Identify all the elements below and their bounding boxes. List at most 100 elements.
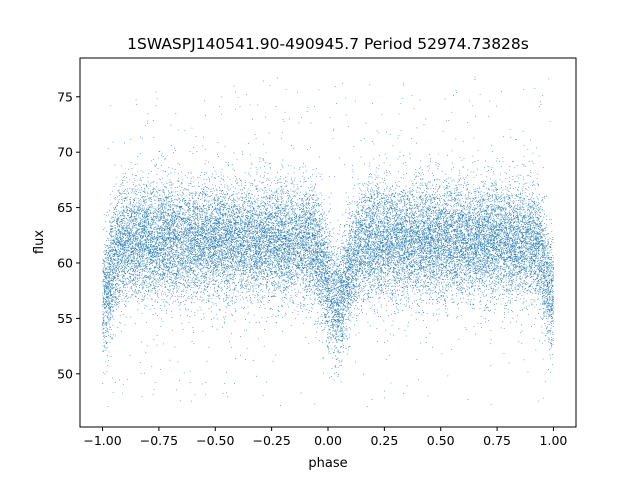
data-point <box>426 185 428 186</box>
data-point <box>280 192 282 194</box>
data-point <box>284 268 286 270</box>
data-point <box>337 287 339 289</box>
data-point <box>426 313 428 314</box>
data-point <box>473 260 475 262</box>
data-point <box>128 168 130 170</box>
data-point <box>523 198 525 200</box>
data-point <box>174 263 175 265</box>
data-point <box>311 260 313 262</box>
data-point <box>246 94 248 96</box>
data-point <box>517 209 518 210</box>
data-point <box>207 240 209 242</box>
data-point <box>506 247 508 249</box>
data-point <box>474 272 476 274</box>
data-point <box>223 213 225 215</box>
data-point <box>330 305 332 307</box>
data-point <box>393 215 394 217</box>
data-point <box>262 219 264 221</box>
data-point <box>237 251 239 252</box>
data-point <box>182 212 184 214</box>
data-point <box>420 178 422 180</box>
data-point <box>428 261 430 263</box>
data-point <box>303 252 305 253</box>
data-point <box>112 377 113 379</box>
data-point <box>422 239 424 241</box>
data-point <box>108 300 110 302</box>
data-point <box>296 264 297 266</box>
data-point <box>408 188 410 189</box>
data-point <box>402 248 404 249</box>
data-point <box>254 262 256 264</box>
data-point <box>323 253 324 255</box>
data-point <box>299 216 300 218</box>
data-point <box>327 301 329 303</box>
data-point <box>163 192 164 193</box>
data-point <box>170 223 172 225</box>
data-point <box>146 305 148 307</box>
data-point <box>235 241 237 242</box>
data-point <box>311 208 313 210</box>
data-point <box>514 181 515 183</box>
data-point <box>194 258 195 260</box>
data-point <box>302 232 304 234</box>
data-point <box>361 263 363 265</box>
data-point <box>349 293 351 295</box>
data-point <box>290 263 292 265</box>
data-point <box>394 268 396 270</box>
data-point <box>263 257 265 259</box>
data-point <box>144 225 145 227</box>
data-point <box>527 210 528 211</box>
data-point <box>382 271 384 273</box>
data-point <box>474 269 476 271</box>
data-point <box>480 266 481 267</box>
data-point <box>287 276 289 278</box>
data-point <box>109 291 111 293</box>
data-point <box>342 334 344 336</box>
data-point <box>400 249 402 251</box>
data-point <box>319 316 321 318</box>
data-point <box>299 225 301 227</box>
data-point <box>490 246 492 248</box>
data-point <box>247 235 249 237</box>
data-point <box>287 199 289 201</box>
data-point <box>348 319 350 321</box>
data-point <box>240 242 242 244</box>
data-point <box>263 196 264 198</box>
data-point <box>232 315 233 316</box>
data-point <box>328 301 330 303</box>
data-point <box>265 198 267 200</box>
data-point <box>181 205 182 207</box>
data-point <box>488 284 490 286</box>
data-point <box>437 233 438 235</box>
data-point <box>500 229 502 231</box>
data-point <box>309 251 311 252</box>
data-point <box>409 269 410 270</box>
data-point <box>193 233 195 235</box>
data-point <box>257 228 259 229</box>
data-point <box>548 242 549 243</box>
data-point <box>508 256 510 257</box>
data-point <box>197 227 199 229</box>
data-point <box>453 221 455 223</box>
data-point <box>213 270 215 272</box>
data-point <box>142 235 144 237</box>
data-point <box>265 213 267 215</box>
data-point <box>486 238 488 240</box>
data-point <box>257 228 258 230</box>
data-point <box>116 289 118 290</box>
data-point <box>551 270 553 272</box>
data-point <box>215 211 217 213</box>
data-point <box>422 232 424 233</box>
data-point <box>274 216 276 218</box>
data-point <box>490 286 492 287</box>
data-point <box>547 243 549 245</box>
data-point <box>354 279 356 280</box>
data-point <box>127 233 129 234</box>
data-point <box>400 194 402 195</box>
data-point <box>124 142 125 144</box>
data-point <box>321 280 323 282</box>
data-point <box>432 230 434 232</box>
data-point <box>272 252 274 253</box>
data-point <box>198 239 200 241</box>
data-point <box>425 244 426 245</box>
